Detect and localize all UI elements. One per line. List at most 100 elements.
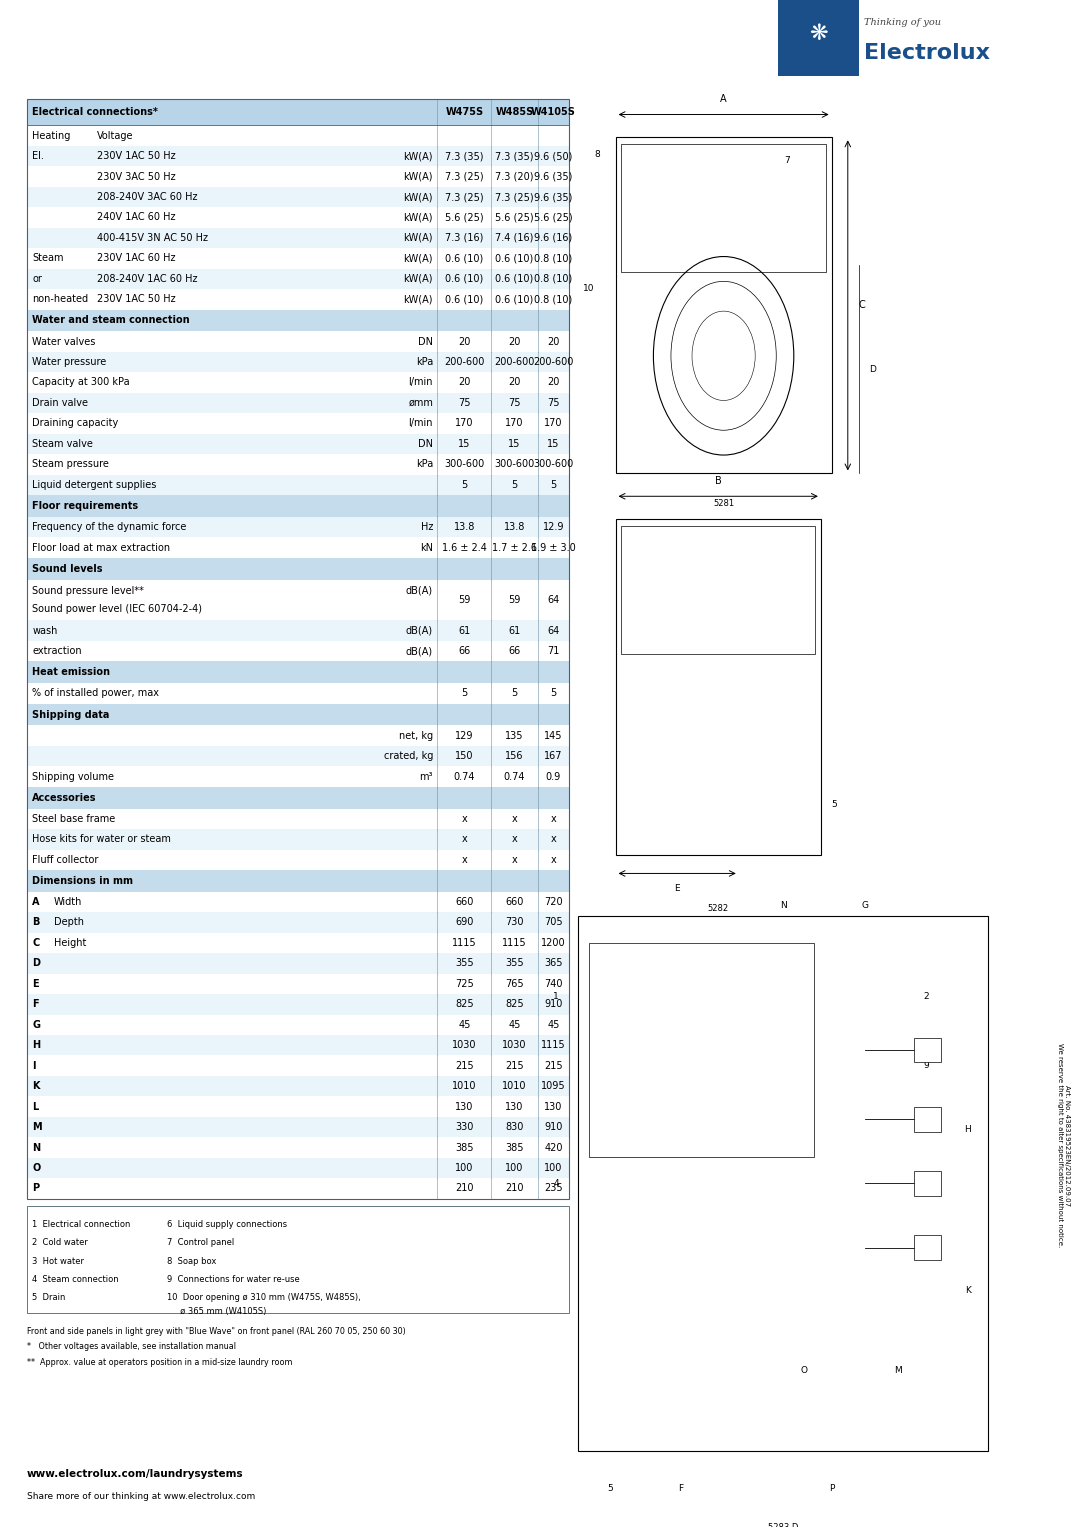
Text: Sound pressure level**: Sound pressure level** [32, 586, 145, 596]
Text: 20: 20 [509, 377, 521, 388]
Text: 59: 59 [509, 596, 521, 605]
Text: 830: 830 [505, 1122, 524, 1132]
Text: kW(A): kW(A) [404, 192, 433, 202]
Text: 910: 910 [544, 999, 563, 1009]
Bar [778, 0, 859, 76]
Text: 215: 215 [505, 1061, 524, 1070]
Bar [27, 1206, 569, 1313]
Text: 20: 20 [509, 336, 521, 347]
Bar [616, 519, 821, 855]
Text: 130: 130 [505, 1101, 524, 1112]
Text: 5.6 (25): 5.6 (25) [535, 212, 572, 223]
Text: 5: 5 [551, 689, 556, 698]
Text: 5281: 5281 [713, 499, 734, 508]
Text: 20: 20 [548, 336, 559, 347]
Text: 705: 705 [544, 918, 563, 927]
Text: 660: 660 [455, 896, 474, 907]
Text: 135: 135 [505, 730, 524, 741]
Text: 145: 145 [544, 730, 563, 741]
Text: x: x [461, 814, 468, 823]
Text: 5282: 5282 [707, 904, 729, 913]
Text: 6  Liquid supply connections: 6 Liquid supply connections [167, 1220, 287, 1229]
Text: 8: 8 [594, 150, 599, 159]
Text: www.electrolux.com/laundrysystems: www.electrolux.com/laundrysystems [27, 1469, 244, 1478]
Text: Thinking of you: Thinking of you [864, 18, 941, 27]
Text: 1115: 1115 [541, 1040, 566, 1051]
Text: O: O [32, 1164, 41, 1173]
Text: 8  Soap box: 8 Soap box [167, 1257, 217, 1266]
Text: 5: 5 [512, 689, 517, 698]
Text: 12.9: 12.9 [543, 522, 564, 531]
Text: 75: 75 [458, 399, 471, 408]
Text: Heating: Heating [32, 131, 71, 140]
Bar [27, 475, 569, 495]
Bar [27, 269, 569, 289]
Text: 385: 385 [455, 1142, 474, 1153]
Text: 0.6 (10): 0.6 (10) [445, 253, 484, 263]
Text: G: G [862, 901, 868, 910]
Text: extraction: extraction [32, 646, 82, 657]
Text: P: P [32, 1183, 40, 1194]
Text: kPa: kPa [416, 357, 433, 366]
Bar [27, 1138, 569, 1157]
Bar [27, 994, 569, 1014]
Bar [27, 186, 569, 208]
Text: 300-600: 300-600 [534, 460, 573, 469]
Text: 13.8: 13.8 [454, 522, 475, 531]
Text: ❋: ❋ [809, 24, 827, 44]
Text: Shipping volume: Shipping volume [32, 771, 114, 782]
Bar [27, 953, 569, 974]
Bar [27, 725, 569, 745]
Text: O: O [800, 1367, 807, 1374]
Bar [27, 1055, 569, 1077]
Text: 235: 235 [544, 1183, 563, 1194]
Text: 0.6 (10): 0.6 (10) [496, 295, 534, 304]
Text: kW(A): kW(A) [404, 273, 433, 284]
Bar [27, 495, 569, 516]
Text: F: F [678, 1484, 683, 1493]
Bar [27, 870, 569, 892]
Text: Dimensions in mm: Dimensions in mm [32, 876, 134, 886]
Text: M: M [32, 1122, 42, 1132]
Text: x: x [551, 814, 556, 823]
Text: 6: 6 [923, 1115, 930, 1124]
Text: 9.6 (35): 9.6 (35) [535, 171, 572, 182]
Text: 2: 2 [923, 993, 930, 1000]
Text: ø 365 mm (W4105S): ø 365 mm (W4105S) [167, 1307, 267, 1316]
Text: B: B [715, 476, 721, 486]
Bar [27, 454, 569, 475]
Text: 5  Drain: 5 Drain [32, 1293, 66, 1303]
Text: Accessories: Accessories [32, 793, 97, 803]
Text: P: P [829, 1484, 835, 1493]
Text: Sound levels: Sound levels [32, 563, 103, 574]
Bar [27, 351, 569, 373]
Text: 208-240V 1AC 60 Hz: 208-240V 1AC 60 Hz [97, 273, 198, 284]
Text: 64: 64 [548, 626, 559, 635]
Text: Draining capacity: Draining capacity [32, 418, 119, 429]
Text: Front and side panels in light grey with "Blue Wave" on front panel (RAL 260 70 : Front and side panels in light grey with… [27, 1327, 406, 1336]
Text: H: H [32, 1040, 41, 1051]
Text: 130: 130 [455, 1101, 474, 1112]
Bar [27, 289, 569, 310]
Text: N: N [780, 901, 786, 910]
Text: 660: 660 [505, 896, 524, 907]
Text: crated, kg: crated, kg [383, 751, 433, 760]
Text: 0.74: 0.74 [504, 771, 525, 782]
Text: 330: 330 [455, 1122, 474, 1132]
Bar [27, 414, 569, 434]
Text: x: x [512, 814, 517, 823]
Text: 1.7 ± 2.6: 1.7 ± 2.6 [492, 542, 537, 553]
Text: 385: 385 [505, 1142, 524, 1153]
Text: Heat emission: Heat emission [32, 667, 110, 678]
Text: 0.6 (10): 0.6 (10) [445, 273, 484, 284]
Text: 129: 129 [455, 730, 474, 741]
Text: m³: m³ [420, 771, 433, 782]
Text: net, kg: net, kg [399, 730, 433, 741]
Bar [27, 557, 569, 580]
Bar [27, 99, 569, 125]
Bar [589, 942, 814, 1157]
Text: kW(A): kW(A) [404, 212, 433, 223]
Text: 130: 130 [544, 1101, 563, 1112]
Text: x: x [512, 834, 517, 844]
Text: 5.6 (25): 5.6 (25) [496, 212, 534, 223]
